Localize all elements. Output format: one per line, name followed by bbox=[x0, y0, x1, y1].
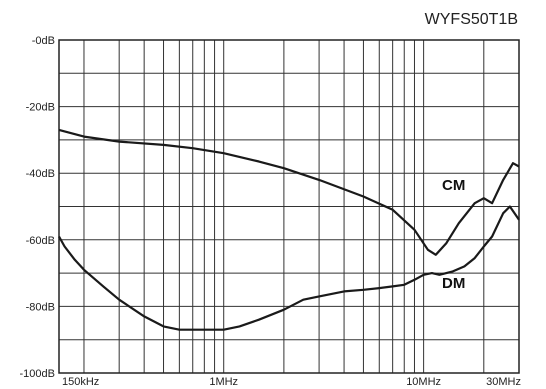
x-tick-labels: 150kHz 1MHz 10MHz 30MHz bbox=[62, 376, 521, 388]
y-tick-label: -20dB bbox=[26, 102, 55, 114]
y-tick-label: -100dB bbox=[20, 368, 55, 380]
y-tick-label: -60dB bbox=[26, 235, 55, 247]
plot-frame bbox=[58, 39, 520, 374]
y-tick-label: -0dB bbox=[32, 35, 55, 47]
y-tick-label: -80dB bbox=[26, 301, 55, 313]
series-layer bbox=[58, 128, 520, 331]
x-tick-label: 10MHz bbox=[406, 376, 441, 388]
series-label-dm: DM bbox=[442, 275, 465, 292]
x-tick-label: 150kHz bbox=[62, 376, 99, 388]
chart-title: WYFS50T1B bbox=[425, 11, 518, 28]
series-line-cm bbox=[58, 128, 520, 256]
y-tick-label: -40dB bbox=[26, 168, 55, 180]
grid bbox=[58, 39, 520, 374]
x-tick-label: 1MHz bbox=[209, 376, 238, 388]
y-tick-labels: -0dB -20dB -40dB -60dB -80dB -100dB bbox=[20, 35, 55, 380]
series-label-cm: CM bbox=[442, 177, 465, 194]
series-line-dm bbox=[58, 205, 520, 331]
x-tick-label: 30MHz bbox=[486, 376, 521, 388]
